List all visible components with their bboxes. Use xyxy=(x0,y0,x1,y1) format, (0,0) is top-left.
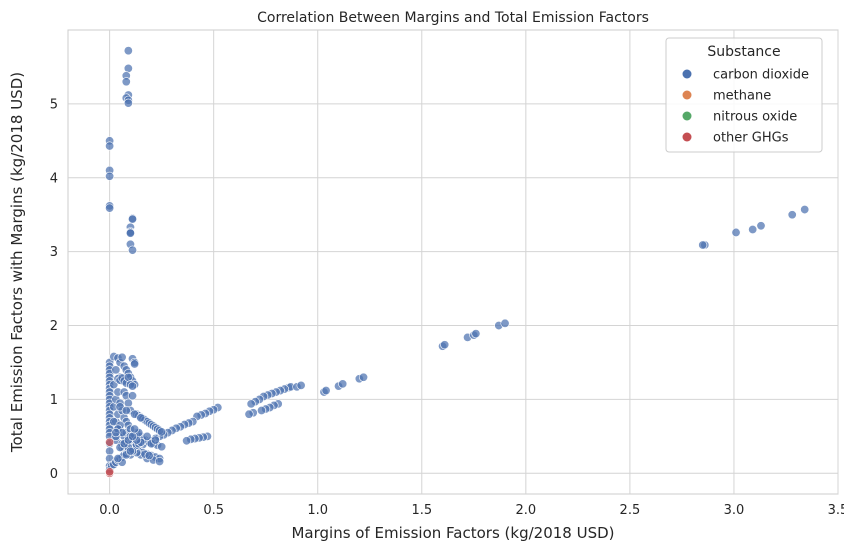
point-carbon-dioxide xyxy=(121,77,131,87)
y-tick-label: 0 xyxy=(50,467,58,482)
x-tick-label: 3.0 xyxy=(724,503,745,518)
legend-label: nitrous oxide xyxy=(713,110,797,125)
legend-label: methane xyxy=(713,89,771,104)
point-carbon-dioxide xyxy=(125,228,135,238)
point-carbon-dioxide xyxy=(244,409,254,419)
x-tick-label: 1.0 xyxy=(307,503,328,518)
point-carbon-dioxide xyxy=(359,372,369,382)
y-tick-label: 4 xyxy=(50,171,58,186)
point-carbon-dioxide xyxy=(123,46,133,56)
point-carbon-dioxide xyxy=(123,98,133,108)
legend-marker xyxy=(682,69,692,79)
point-carbon-dioxide xyxy=(142,431,152,441)
legend-entries: carbon dioxide methane nitrous oxide other … xyxy=(682,68,809,146)
chart-title: Correlation Between Margins and Total Em… xyxy=(257,10,649,26)
y-tick-label: 1 xyxy=(50,393,58,408)
point-carbon-dioxide xyxy=(157,442,167,452)
point-other-GHGs xyxy=(105,437,115,447)
legend-label: carbon dioxide xyxy=(713,68,809,83)
point-carbon-dioxide xyxy=(756,221,766,231)
y-tick-label: 2 xyxy=(50,319,58,334)
point-carbon-dioxide xyxy=(731,227,741,237)
point-carbon-dioxide xyxy=(123,398,133,408)
x-tick-label: 0.5 xyxy=(203,503,224,518)
point-carbon-dioxide xyxy=(136,413,146,423)
point-carbon-dioxide xyxy=(338,379,348,389)
point-carbon-dioxide xyxy=(748,224,758,234)
y-tick-label: 5 xyxy=(50,97,58,112)
x-tick-label: 0.0 xyxy=(99,503,120,518)
legend-marker xyxy=(682,132,692,142)
point-carbon-dioxide xyxy=(128,391,138,401)
legend-marker xyxy=(682,111,692,121)
point-carbon-dioxide xyxy=(257,406,267,416)
point-carbon-dioxide xyxy=(130,424,140,434)
legend-title: Substance xyxy=(707,44,780,60)
point-carbon-dioxide xyxy=(144,451,154,461)
point-carbon-dioxide xyxy=(125,446,135,456)
point-carbon-dioxide xyxy=(105,141,115,151)
point-carbon-dioxide xyxy=(128,431,138,441)
x-tick-label: 2.0 xyxy=(515,503,536,518)
legend-box xyxy=(665,37,823,153)
point-carbon-dioxide xyxy=(787,210,797,220)
point-carbon-dioxide xyxy=(121,406,131,416)
point-carbon-dioxide xyxy=(128,381,138,391)
point-carbon-dioxide xyxy=(111,428,121,438)
data-points xyxy=(105,46,810,478)
point-carbon-dioxide xyxy=(117,352,127,362)
point-carbon-dioxide xyxy=(128,214,138,224)
point-carbon-dioxide xyxy=(128,245,138,255)
point-carbon-dioxide xyxy=(150,435,160,445)
point-carbon-dioxide xyxy=(111,365,121,375)
point-carbon-dioxide xyxy=(105,171,115,181)
legend-marker xyxy=(682,90,692,100)
y-axis-ticks: 0 1 2 3 4 5 xyxy=(50,97,58,481)
point-carbon-dioxide xyxy=(471,329,481,339)
point-carbon-dioxide xyxy=(157,427,167,437)
point-other-GHGs xyxy=(105,467,115,477)
x-tick-label: 1.5 xyxy=(411,503,432,518)
y-axis-label: Total Emission Factors with Margins (kg/… xyxy=(8,72,26,453)
point-carbon-dioxide xyxy=(113,454,123,464)
point-carbon-dioxide xyxy=(155,456,165,466)
x-tick-label: 3.5 xyxy=(828,503,844,518)
point-carbon-dioxide xyxy=(500,318,510,328)
point-carbon-dioxide xyxy=(800,205,810,215)
point-carbon-dioxide xyxy=(123,63,133,73)
point-carbon-dioxide xyxy=(321,386,331,396)
point-carbon-dioxide xyxy=(698,240,708,250)
y-tick-label: 3 xyxy=(50,245,58,260)
point-carbon-dioxide xyxy=(440,340,450,350)
point-carbon-dioxide xyxy=(105,203,115,213)
x-tick-label: 2.5 xyxy=(620,503,641,518)
point-carbon-dioxide xyxy=(296,380,306,390)
x-axis-label: Margins of Emission Factors (kg/2018 USD… xyxy=(291,524,614,542)
point-carbon-dioxide xyxy=(182,436,192,446)
x-axis-ticks: 0.0 0.5 1.0 1.5 2.0 2.5 3.0 3.5 xyxy=(99,503,844,518)
legend-label: other GHGs xyxy=(713,131,789,146)
legend: Substance carbon dioxide methane nitrous o… xyxy=(665,37,823,153)
point-carbon-dioxide xyxy=(130,359,140,369)
point-carbon-dioxide xyxy=(123,372,133,382)
point-carbon-dioxide xyxy=(246,399,256,409)
